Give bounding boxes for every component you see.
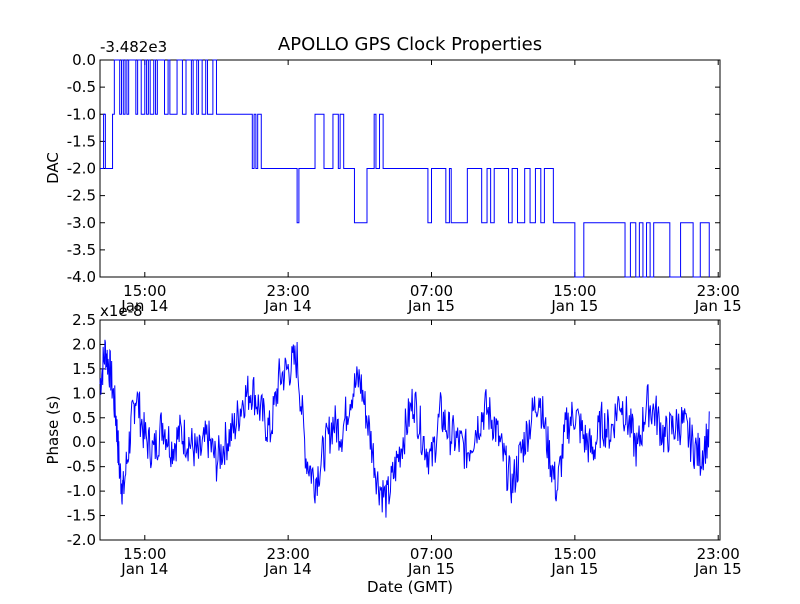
phase-xtick-date: Jan 15 xyxy=(694,560,742,578)
dac-ytick-label: -1.5 xyxy=(67,132,96,150)
phase-plot-frame xyxy=(99,319,721,541)
phase-xtick-time: 15:00 xyxy=(123,545,166,563)
phase-ytick-label: -1.0 xyxy=(67,482,96,500)
dac-xtick-date: Jan 15 xyxy=(407,297,455,315)
phase-ytick-label: 0.0 xyxy=(72,433,96,451)
phase-ytick-label: 1.0 xyxy=(72,384,96,402)
phase-ytick-label: 2.5 xyxy=(72,311,96,329)
dac-ytick-label: -3.0 xyxy=(67,214,96,232)
dac-ytick-label: -2.5 xyxy=(67,187,96,205)
dac-panel: -3.482e3 DAC 0.0 -0.5 -1.0 -1.5 -2.0 -2.5 -3.0… xyxy=(44,38,742,315)
dac-xtick-date: Jan 14 xyxy=(120,297,168,315)
dac-ytick-label: -2.0 xyxy=(67,160,96,178)
dac-xtick-date: Jan 15 xyxy=(694,297,742,315)
dac-xtick-date: Jan 14 xyxy=(264,297,312,315)
phase-xtick-date: Jan 14 xyxy=(264,560,312,578)
dac-series-line xyxy=(100,59,710,278)
phase-ytick-label: -1.5 xyxy=(67,507,96,525)
phase-xtick-time: 07:00 xyxy=(410,545,453,563)
phase-xtick-time: 23:00 xyxy=(697,545,740,563)
dac-y-axis-label: DAC xyxy=(44,152,62,184)
phase-xtick-time: 15:00 xyxy=(553,545,596,563)
phase-series-line xyxy=(99,339,710,518)
phase-panel: x1e-8 Phase (s) Date (GMT) 2.5 2.0 1.5 1.0 0… xyxy=(44,302,742,596)
phase-ytick-label: 0.5 xyxy=(72,409,96,427)
dac-ytick-label: -0.5 xyxy=(67,78,96,96)
phase-ytick-label: 2.0 xyxy=(72,335,96,353)
phase-xtick-date: Jan 15 xyxy=(550,560,598,578)
dac-xtick-time: 23:00 xyxy=(697,282,740,300)
phase-ytick-label: -0.5 xyxy=(67,458,96,476)
phase-y-axis-label: Phase (s) xyxy=(44,395,62,464)
phase-ytick-label: 1.5 xyxy=(72,360,96,378)
phase-xtick-date: Jan 15 xyxy=(407,560,455,578)
dac-xtick-time: 15:00 xyxy=(553,282,596,300)
chart-title: APOLLO GPS Clock Properties xyxy=(278,34,542,55)
dac-xtick-time: 15:00 xyxy=(123,282,166,300)
phase-offset-label: x1e-8 xyxy=(100,302,143,320)
dac-xtick-date: Jan 15 xyxy=(550,297,598,315)
phase-xtick-time: 23:00 xyxy=(267,545,310,563)
dac-ytick-label: -4.0 xyxy=(67,268,96,286)
phase-ytick-label: -2.0 xyxy=(67,531,96,549)
phase-xtick-date: Jan 14 xyxy=(120,560,168,578)
x-axis-label: Date (GMT) xyxy=(367,578,453,596)
dac-ytick-label: 0.0 xyxy=(72,51,96,69)
dac-ytick-label: -1.0 xyxy=(67,105,96,123)
dac-ytick-label: -3.5 xyxy=(67,241,96,259)
dac-xtick-time: 07:00 xyxy=(410,282,453,300)
dac-offset-label: -3.482e3 xyxy=(100,38,167,56)
dac-xtick-time: 23:00 xyxy=(267,282,310,300)
